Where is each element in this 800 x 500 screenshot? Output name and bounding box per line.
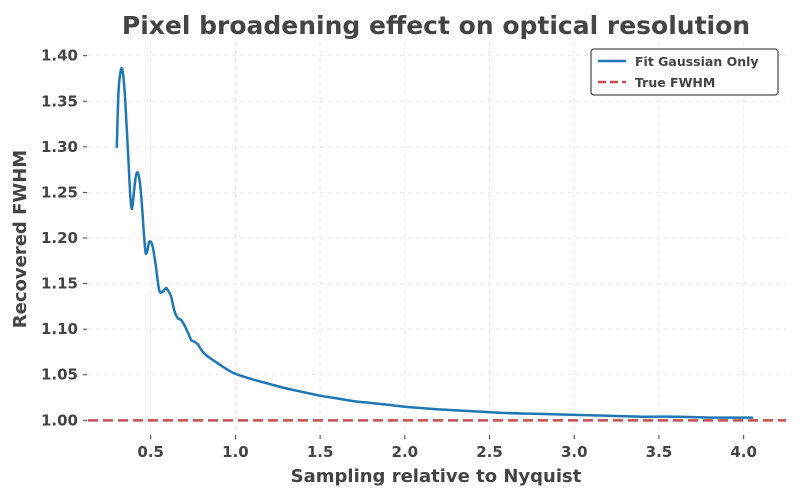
legend-label-fit-gaussian-only: Fit Gaussian Only: [635, 54, 759, 69]
y-tick-label: 1.40: [41, 47, 78, 65]
y-tick-label: 1.25: [41, 183, 78, 201]
x-tick-label: 1.0: [222, 443, 249, 461]
y-tick-label: 1.35: [41, 92, 78, 110]
x-tick-label: 0.5: [137, 443, 164, 461]
grid-lines: [88, 42, 786, 434]
fit-gaussian-only-line: [115, 67, 754, 419]
x-tick-label: 4.0: [730, 443, 757, 461]
x-tick-label: 1.5: [307, 443, 334, 461]
y-tick-label: 1.20: [41, 229, 78, 247]
y-tick-label: 1.30: [41, 138, 78, 156]
x-tick-label: 3.5: [646, 443, 673, 461]
legend-box: [590, 48, 779, 96]
chart-title: Pixel broadening effect on optical resol…: [122, 11, 750, 40]
y-tick-label: 1.00: [41, 411, 78, 429]
x-tick-label: 3.0: [561, 443, 588, 461]
y-tick-label: 1.10: [41, 320, 78, 338]
legend-label-true-fwhm: True FWHM: [635, 75, 715, 90]
y-tick-label: 1.05: [41, 366, 78, 384]
x-axis-label: Sampling relative to Nyquist: [291, 466, 582, 487]
x-axis-ticks: 0.5 1.0 1.5 2.0 2.5 3.0 3.5 4.0: [137, 435, 757, 461]
y-tick-label: 1.15: [41, 275, 78, 293]
y-axis-ticks: 1.00 1.05 1.10 1.15 1.20 1.25 1.30 1.35 1.40: [41, 47, 87, 429]
legend: Fit Gaussian Only True FWHM: [590, 48, 779, 96]
x-tick-label: 2.5: [476, 443, 503, 461]
x-tick-label: 2.0: [392, 443, 419, 461]
y-axis-label: Recovered FWHM: [10, 150, 31, 328]
